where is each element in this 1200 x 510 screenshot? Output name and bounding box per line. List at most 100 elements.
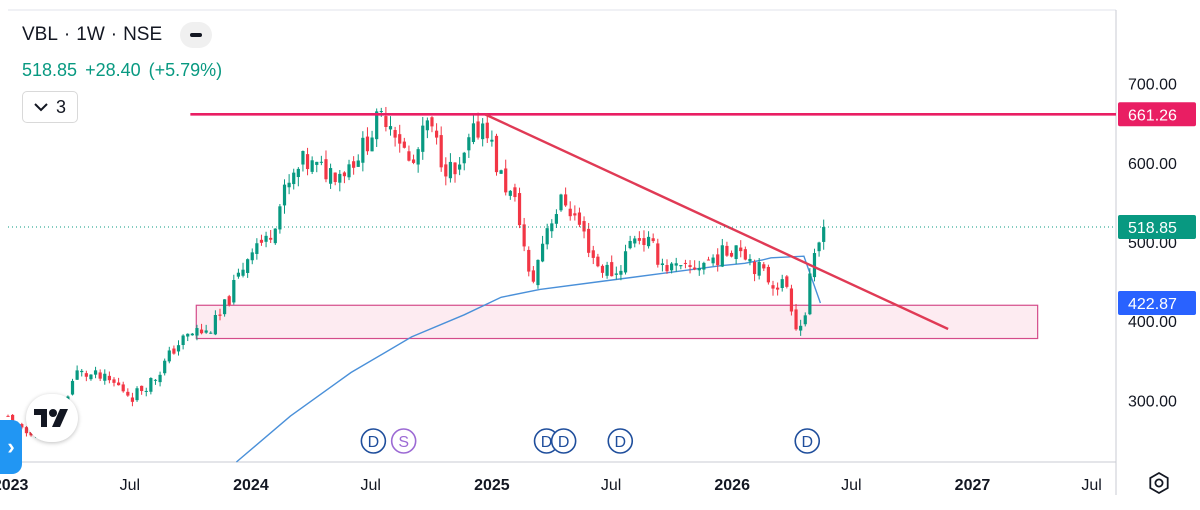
event-label: D [614, 434, 626, 451]
candle-body [338, 173, 342, 183]
moving-average-price-label: 422.87 [1128, 296, 1177, 313]
x-tick-label: 2026 [714, 477, 750, 494]
candle-body [112, 379, 116, 383]
candle-body [278, 206, 282, 230]
candle-body [301, 151, 305, 165]
x-tick-label: 2024 [233, 477, 269, 494]
candle-body [292, 172, 296, 185]
candle-body [264, 235, 268, 242]
candle-body [218, 314, 222, 316]
candle-body [121, 384, 125, 392]
candle-body [481, 123, 485, 140]
candle-body [614, 273, 618, 275]
candle-body [619, 270, 623, 275]
indicator-count: 3 [55, 96, 66, 117]
candle-body [236, 272, 241, 277]
candle-body [720, 245, 724, 267]
descending-trendline [484, 113, 949, 331]
candle-body [176, 345, 181, 352]
candles [6, 106, 826, 438]
candle-body [333, 172, 337, 183]
candle-body [398, 134, 402, 144]
candle-body [711, 257, 715, 264]
separator-dot: · [110, 24, 118, 45]
event-label: D [801, 434, 813, 451]
candle-body [633, 238, 637, 244]
symbol-header[interactable]: VBL · 1W · NSE [22, 24, 162, 46]
y-tick-label: 300.00 [1128, 393, 1177, 410]
symbol-name: VBL [22, 24, 58, 45]
candle-body [444, 164, 448, 177]
candle-body [181, 335, 185, 346]
candle-body [352, 161, 356, 168]
candle-body [771, 285, 775, 289]
candle-body [803, 315, 807, 325]
candle-body [195, 328, 199, 336]
candle-body [310, 160, 314, 172]
candle-body [513, 187, 517, 198]
x-tick-label: Jul [1081, 477, 1101, 494]
candle-body [213, 315, 217, 335]
candle-body [471, 123, 476, 142]
event-label: D [368, 434, 380, 451]
candle-body [186, 333, 190, 337]
support-zone [195, 304, 1039, 340]
candle-body [305, 154, 310, 170]
candle-body [554, 214, 559, 224]
candle-body [416, 149, 420, 165]
candle-body [342, 172, 347, 177]
candle-body [296, 168, 300, 178]
candle-body [794, 309, 798, 330]
candle-body [140, 385, 144, 392]
candle-body [209, 332, 213, 334]
x-tick-label: 2025 [474, 477, 510, 494]
candle-body [135, 388, 139, 401]
candle-body [591, 250, 595, 258]
candle-body [167, 350, 171, 362]
candle-body [467, 137, 471, 151]
dividend-event-marker [360, 428, 387, 454]
candle-body [20, 424, 24, 428]
interval-label: 1W [76, 24, 105, 45]
candle-body [665, 265, 669, 272]
candle-body [255, 243, 259, 254]
event-label: S [398, 434, 409, 451]
chevron-right-icon[interactable]: › [0, 420, 22, 474]
candle-body [462, 152, 466, 164]
gear-icon[interactable] [1147, 471, 1171, 495]
candle-body [517, 193, 522, 226]
candle-body [411, 159, 416, 163]
candle-body [527, 249, 531, 272]
candle-body [365, 136, 370, 152]
candle-body [693, 267, 697, 270]
candle-body [190, 333, 194, 336]
dividend-event-marker [794, 428, 821, 454]
last-price-price-tag [1118, 215, 1196, 240]
indicators-toggle-button[interactable]: 3 [22, 91, 78, 123]
candle-body [739, 247, 743, 252]
candle-body [250, 252, 254, 261]
candle-body [531, 270, 535, 282]
candle-body [315, 161, 319, 165]
candle-body [683, 262, 688, 264]
dividend-event-marker [607, 428, 634, 454]
minus-icon [190, 33, 202, 37]
candle-body [388, 126, 393, 130]
candle-body [407, 151, 411, 161]
tradingview-logo-icon[interactable] [26, 394, 78, 442]
resistance-price-label: 661.26 [1128, 107, 1177, 124]
candle-body [780, 279, 784, 288]
candle-body [522, 224, 526, 247]
candle-body [550, 223, 554, 232]
candle-body [103, 373, 107, 381]
candle-body [282, 184, 287, 206]
candle-body [785, 276, 789, 287]
candle-body [130, 397, 135, 402]
candle-body [204, 330, 208, 333]
candle-body [536, 259, 540, 286]
candle-body [679, 265, 683, 267]
moving-average-price-tag [1118, 290, 1196, 315]
candle-body [757, 262, 761, 276]
minimize-legend-button[interactable] [180, 22, 212, 48]
